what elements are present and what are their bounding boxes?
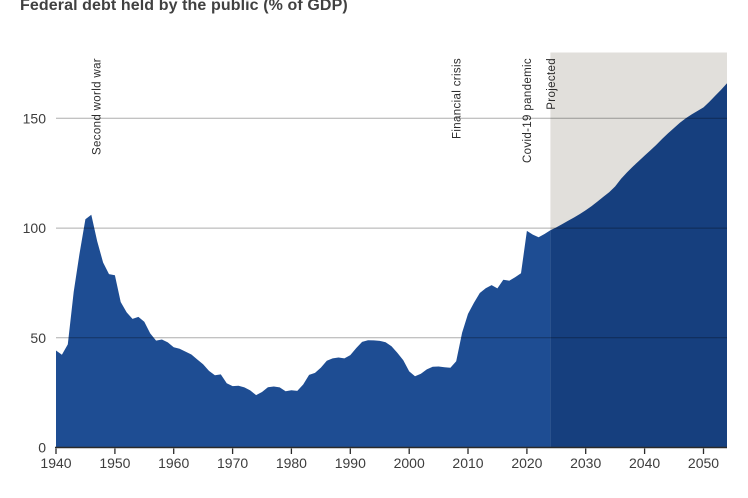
area-projected [550,83,727,448]
y-tick-label-100: 100 [23,220,47,236]
chart-title: Federal debt held by the public (% of GD… [20,0,348,14]
x-tick-label-2040: 2040 [629,455,660,471]
x-tick-label-1940: 1940 [40,455,71,471]
y-tick-label-150: 150 [23,110,47,126]
annotation-financial-crisis: Financial crisis [452,58,464,139]
y-tick-label-50: 50 [30,330,46,346]
x-tick-label-1970: 1970 [217,455,248,471]
annotation-covid-19-pandemic: Covid-19 pandemic [522,58,534,163]
x-tick-label-2020: 2020 [511,455,542,471]
y-tick-label-0: 0 [38,440,46,456]
x-tick-label-1980: 1980 [276,455,307,471]
annotation-projected: Projected [546,58,558,110]
x-tick-label-1990: 1990 [335,455,366,471]
x-tick-label-2000: 2000 [394,455,425,471]
x-tick-label-2030: 2030 [570,455,601,471]
x-tick-label-1950: 1950 [99,455,130,471]
x-tick-label-2010: 2010 [452,455,483,471]
annotation-second-world-war: Second world war [92,58,104,155]
x-tick-label-1960: 1960 [158,455,189,471]
area-historical [56,214,551,448]
x-tick-label-2050: 2050 [688,455,719,471]
